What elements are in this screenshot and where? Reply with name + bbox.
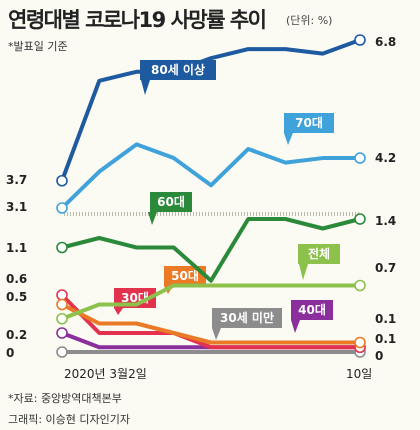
- series-label-40s: 40대: [298, 303, 326, 317]
- end-point-70s: [354, 152, 366, 164]
- start-point-80+: [56, 174, 68, 187]
- source-note: *자료: 중앙방역대책본부: [8, 392, 122, 405]
- date-note: *발표일 기준: [8, 40, 68, 53]
- start-value-60s: 1.1: [6, 241, 27, 255]
- start-point-50s: [56, 298, 68, 311]
- start-point-under30: [56, 346, 68, 358]
- series-label-box-40s: [291, 300, 333, 320]
- end-point-60s: [354, 213, 366, 225]
- chart-title: 연령대별 코로나19 사망률 추이: [8, 8, 267, 32]
- start-value-50s: 0.5: [6, 290, 27, 304]
- series-line-70s: [60, 142, 360, 210]
- series-label-box-all: [298, 244, 340, 264]
- series-label-80+: 80세 이상: [151, 62, 205, 77]
- end-value-70s: 4.2: [375, 151, 396, 165]
- series-label-box-under30: [212, 308, 282, 328]
- label-pointer-40s: [291, 320, 300, 333]
- label-pointer-all: [299, 264, 308, 280]
- end-value-40s: 0.1: [375, 332, 396, 346]
- end-point-80+: [354, 34, 366, 46]
- start-point-60s: [56, 241, 68, 254]
- series-label-50s: 50대: [171, 269, 199, 283]
- end-point-50s: [354, 336, 366, 349]
- series-line-30s: [60, 293, 360, 350]
- start-point-40s: [56, 327, 68, 339]
- end-value-60s: 1.4: [375, 214, 396, 228]
- start-value-40s: 0.2: [6, 328, 27, 342]
- series-label-under30: 30세 미만: [220, 310, 274, 325]
- label-pointer-80+: [141, 80, 150, 95]
- unit-label: (단위: %): [286, 14, 333, 27]
- start-value-30s: 0.6: [6, 272, 27, 286]
- end-value-80+: 6.8: [375, 35, 396, 49]
- x-axis-start-label: 2020년 3월2일: [64, 367, 147, 381]
- series-label-60s: 60대: [157, 195, 185, 209]
- start-value-70s: 3.1: [6, 200, 27, 214]
- label-pointer-under30: [212, 328, 221, 340]
- label-pointer-30s: [114, 308, 123, 315]
- series-line-all: [61, 283, 360, 321]
- start-point-all: [56, 312, 68, 325]
- series-label-box-70s: [284, 113, 334, 133]
- x-axis-end-label: 10일: [346, 367, 372, 381]
- series-label-box-60s: [150, 192, 192, 212]
- start-point-70s: [56, 202, 68, 214]
- end-value-50s: 0.1: [375, 312, 396, 326]
- series-line-50s: [61, 302, 360, 345]
- series-line-60s: [61, 217, 361, 283]
- label-pointer-60s: [148, 212, 157, 225]
- start-point-30s: [56, 289, 68, 301]
- start-value-under30: 0: [6, 346, 14, 360]
- series-label-box-50s: [164, 266, 206, 286]
- series-label-box-80+: [140, 60, 216, 80]
- end-value-all: 0.7: [375, 261, 396, 275]
- series-line-80+: [60, 38, 361, 182]
- end-point-all: [354, 279, 366, 292]
- start-value-80+: 3.7: [6, 173, 27, 187]
- series-label-all: 전체: [308, 246, 330, 261]
- series-label-70s: 70대: [295, 116, 323, 130]
- end-value-under30: 0: [375, 349, 383, 363]
- label-pointer-70s: [284, 133, 293, 145]
- graphic-credit: 그래픽: 이승현 디자인기자: [8, 413, 131, 426]
